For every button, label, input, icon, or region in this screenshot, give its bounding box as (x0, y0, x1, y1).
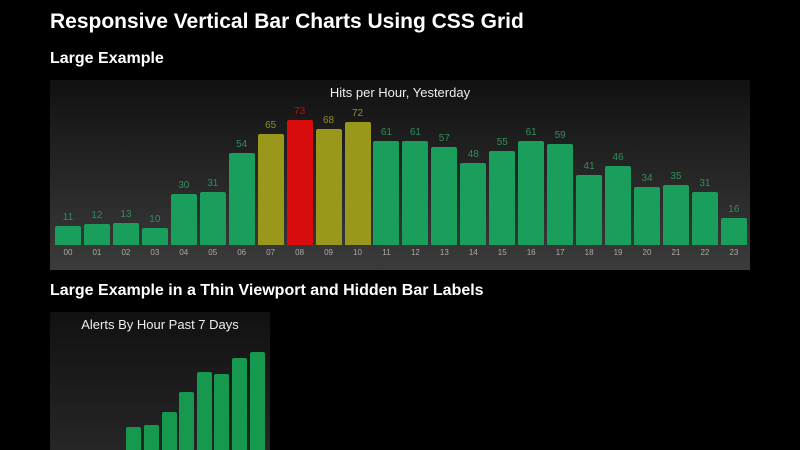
bar-08 (286, 120, 313, 245)
hits-per-hour-chart: Hits per Hour, Yesterday 11 00 12 01 13 02 10 0… (50, 80, 750, 270)
alerts-by-hour-chart: Alerts By Hour Past 7 Days (50, 312, 270, 450)
bar-05 (199, 191, 226, 245)
bar-23 (720, 217, 747, 245)
bar-01 (83, 224, 110, 245)
x-tick-label: 20 (642, 248, 652, 257)
chart-title: Alerts By Hour Past 7 Days (81, 317, 239, 332)
bar-14 (460, 162, 487, 245)
bar-18 (576, 174, 603, 245)
bar-value-label: 31 (699, 177, 711, 189)
bar-value-label: 30 (178, 179, 190, 191)
x-tick-label: 01 (92, 248, 102, 257)
x-tick-label: 23 (729, 248, 739, 257)
x-tick-label: 05 (208, 248, 218, 257)
x-tick-label: 04 (179, 248, 189, 257)
x-tick-label: 14 (468, 248, 478, 257)
bar (144, 425, 159, 450)
bar-value-label: 13 (120, 208, 132, 220)
bar-value-label: 41 (583, 160, 595, 172)
bar-12 (402, 140, 429, 245)
bar-04 (170, 193, 197, 245)
bar-15 (489, 150, 516, 245)
bar-00 (55, 226, 81, 245)
x-tick-label: 13 (439, 248, 449, 257)
bar-13 (431, 147, 458, 245)
bar-value-label: 11 (62, 212, 74, 224)
bar-19 (605, 166, 632, 245)
bar-value-label: 54 (236, 138, 248, 150)
bar-value-label: 59 (554, 129, 566, 141)
bar (232, 358, 247, 450)
x-tick-label: 00 (63, 248, 73, 257)
bar (161, 411, 177, 450)
bar-09 (315, 128, 342, 245)
bar-value-label: 34 (641, 172, 653, 184)
x-tick-label: 21 (671, 248, 681, 257)
bar-value-label: 68 (322, 114, 335, 126)
x-tick-label: 07 (266, 248, 276, 257)
bar-value-label: 73 (294, 106, 306, 117)
bar-value-label: 10 (149, 213, 161, 225)
x-tick-label: 18 (584, 248, 594, 257)
bar (126, 426, 142, 450)
bar-value-label: 61 (525, 126, 537, 138)
bar-value-label: 46 (612, 152, 624, 164)
bar-21 (662, 185, 689, 245)
bar-value-label: 35 (670, 171, 682, 183)
x-tick-label: 17 (555, 248, 565, 257)
bar-value-label: 72 (351, 107, 364, 119)
bar-value-label: 48 (467, 148, 479, 160)
bar-value-label: 16 (728, 203, 740, 215)
x-tick-label: 11 (382, 248, 391, 257)
bar-17 (547, 143, 574, 245)
x-tick-label: 06 (237, 248, 247, 257)
x-tick-label: 10 (353, 248, 362, 257)
chart-title: Hits per Hour, Yesterday (329, 85, 471, 100)
bar-value-label: 61 (380, 126, 392, 138)
section-title-thin-viewport: Large Example in a Thin Viewport and Hid… (50, 282, 484, 299)
section-title-large-example: Large Example (50, 50, 164, 67)
page-title: Responsive Vertical Bar Charts Using CSS… (50, 10, 524, 33)
bar-value-label: 12 (91, 210, 103, 222)
bar-07 (257, 133, 284, 245)
bar-value-label: 55 (496, 136, 508, 148)
bar-20 (634, 186, 660, 245)
bar-10 (344, 121, 371, 245)
bar (179, 391, 195, 450)
x-tick-label: 02 (121, 248, 131, 257)
bar-02 (112, 222, 139, 245)
x-tick-label: 12 (410, 248, 420, 257)
bar-03 (141, 227, 168, 245)
x-tick-label: 15 (497, 248, 507, 257)
bar (249, 351, 265, 450)
bar-value-label: 65 (265, 119, 277, 131)
x-tick-label: 16 (526, 248, 536, 257)
bar-value-label: 31 (207, 177, 219, 189)
x-tick-label: 09 (324, 248, 333, 257)
x-tick-label: 19 (613, 248, 623, 257)
bar (196, 372, 212, 450)
x-tick-label: 22 (700, 248, 710, 257)
bar-value-label: 61 (409, 126, 421, 138)
x-tick-label: 03 (150, 248, 160, 257)
bar (214, 374, 230, 450)
bar-11 (373, 140, 400, 245)
bar-06 (228, 152, 255, 245)
bar-16 (518, 140, 545, 245)
bar-22 (691, 191, 718, 245)
x-tick-label: 08 (295, 248, 305, 257)
bar-value-label: 57 (438, 133, 450, 145)
